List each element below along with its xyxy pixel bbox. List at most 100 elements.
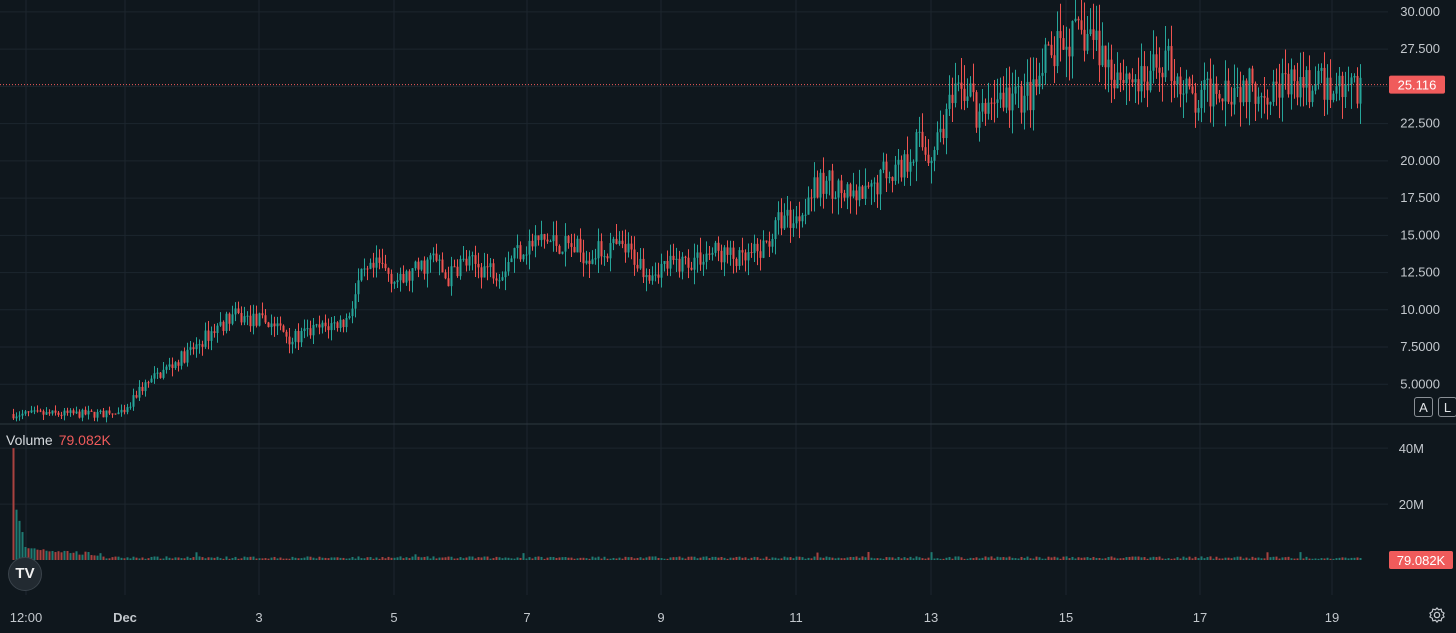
candle-body: [669, 255, 672, 269]
volume-bar: [309, 556, 312, 560]
volume-bar: [231, 558, 234, 560]
candle-body: [168, 364, 171, 367]
candle-body: [711, 252, 714, 255]
time-tick-label: 17: [1193, 610, 1207, 625]
candle-body: [288, 336, 291, 345]
candle-body: [426, 259, 429, 274]
volume-bar: [435, 558, 438, 560]
candle-body: [882, 161, 885, 170]
candle-body: [120, 409, 123, 413]
volume-bar: [1182, 556, 1185, 560]
candle-body: [309, 328, 312, 336]
candle-body: [885, 161, 888, 179]
volume-bar: [429, 558, 432, 560]
volume-bar: [318, 556, 321, 560]
volume-bar: [666, 558, 669, 560]
volume-bar: [474, 558, 477, 560]
volume-bar: [909, 556, 912, 560]
candle-body: [279, 323, 282, 326]
candle-body: [408, 271, 411, 281]
candle-body: [171, 364, 174, 368]
candle-body: [1086, 34, 1089, 51]
volume-bar: [465, 557, 468, 560]
volume-bar: [675, 557, 678, 560]
volume-bar: [144, 558, 147, 560]
candle-body: [591, 259, 594, 264]
tradingview-logo[interactable]: TV: [8, 557, 42, 591]
volume-bar: [468, 556, 471, 560]
candle-body: [177, 362, 180, 366]
volume-bar: [375, 557, 378, 560]
volume-bar: [702, 556, 705, 560]
volume-bar: [42, 549, 45, 560]
settings-gear-icon[interactable]: [1428, 606, 1446, 624]
volume-bar: [216, 556, 219, 560]
volume-bar: [360, 558, 363, 560]
candle-body: [813, 177, 816, 199]
candle-body: [561, 251, 564, 254]
candle-body: [468, 256, 471, 266]
volume-bar: [213, 557, 216, 560]
volume-bar: [837, 557, 840, 560]
candlestick-series: [12, 0, 1362, 423]
candle-body: [675, 258, 678, 260]
volume-bar: [621, 558, 624, 560]
candle-body: [1335, 86, 1338, 94]
time-tick-label: 3: [255, 610, 262, 625]
candle-body: [81, 409, 84, 418]
volume-bar: [648, 556, 651, 560]
volume-bar: [1254, 557, 1257, 560]
volume-bar: [588, 558, 591, 560]
volume-bar: [291, 556, 294, 560]
volume-bar: [765, 556, 768, 560]
volume-bar: [900, 558, 903, 560]
candle-body: [1158, 67, 1161, 73]
candle-body: [369, 262, 372, 269]
candle-body: [1350, 77, 1353, 85]
candle-body: [570, 243, 573, 247]
volume-bar: [255, 558, 258, 560]
candle-body: [345, 318, 348, 328]
candle-body: [447, 278, 450, 287]
time-tick-label: 9: [657, 610, 664, 625]
candle-body: [405, 271, 408, 283]
candle-body: [1119, 72, 1122, 80]
candle-body: [705, 253, 708, 262]
volume-bar: [438, 557, 441, 560]
volume-bar: [1119, 558, 1122, 560]
volume-bar: [303, 557, 306, 560]
volume-bar: [36, 549, 39, 560]
auto-scale-button[interactable]: A: [1414, 397, 1433, 417]
volume-bar: [858, 557, 861, 560]
candle-body: [549, 241, 552, 243]
candle-body: [1068, 46, 1071, 57]
candle-body: [609, 243, 612, 259]
volume-bar: [600, 558, 603, 560]
candle-body: [240, 313, 243, 323]
candle-body: [795, 216, 798, 224]
volume-bar: [1263, 558, 1266, 560]
volume-bar: [1140, 557, 1143, 560]
candle-body: [66, 410, 69, 413]
volume-legend: Volume 79.082K: [6, 432, 111, 448]
candle-body: [1089, 29, 1092, 35]
candle-body: [1050, 44, 1053, 56]
volume-bar: [1359, 558, 1362, 560]
candle-body: [1143, 66, 1146, 82]
candle-body: [783, 215, 786, 229]
candle-body: [39, 410, 42, 412]
candle-body: [1323, 67, 1326, 100]
log-scale-button[interactable]: L: [1438, 397, 1456, 417]
price-tick-label: 12.500: [1400, 265, 1440, 280]
candle-body: [1233, 88, 1236, 105]
candle-body: [660, 263, 663, 278]
volume-bar: [495, 556, 498, 560]
candle-body: [444, 272, 447, 279]
candle-body: [1065, 46, 1068, 50]
volume-bar: [684, 558, 687, 560]
candle-body: [765, 240, 768, 242]
candle-body: [933, 150, 936, 161]
candle-body: [261, 313, 264, 316]
volume-bar: [720, 556, 723, 560]
